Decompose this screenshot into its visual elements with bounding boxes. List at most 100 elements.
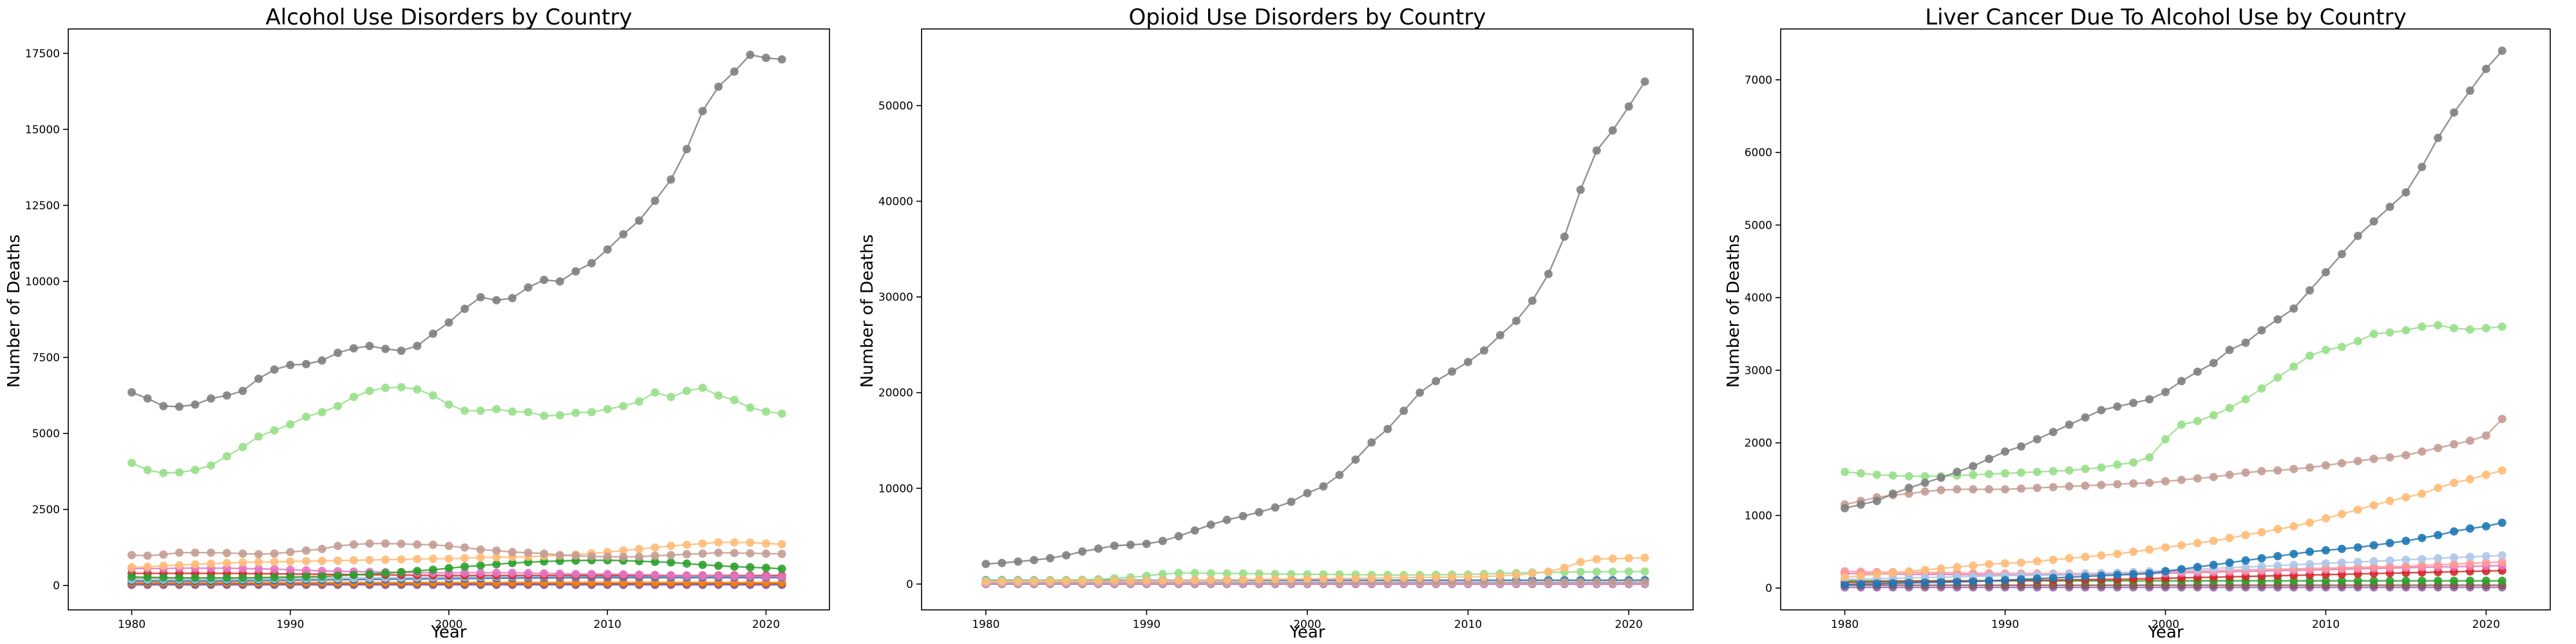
y-axis-label: Number of Deaths xyxy=(5,234,24,388)
data-point xyxy=(460,305,469,313)
data-point xyxy=(998,558,1007,567)
data-point xyxy=(635,216,643,225)
data-point xyxy=(397,555,406,564)
data-point xyxy=(2306,286,2315,295)
data-point xyxy=(2161,567,2170,576)
data-point xyxy=(1190,576,1199,585)
data-point xyxy=(460,554,469,563)
data-point xyxy=(1872,579,1881,588)
data-point xyxy=(1222,569,1231,578)
data-point xyxy=(2481,558,2490,567)
data-point xyxy=(1544,269,1553,278)
data-point xyxy=(2273,466,2282,475)
data-point xyxy=(2065,421,2074,429)
y-axis-label: Number of Deaths xyxy=(858,234,877,388)
data-point xyxy=(2209,560,2218,569)
data-point xyxy=(1367,438,1376,447)
data-point xyxy=(2401,326,2410,335)
data-point xyxy=(2401,536,2410,545)
data-point xyxy=(714,82,723,91)
data-point xyxy=(2065,482,2074,491)
data-point xyxy=(222,558,231,567)
data-point xyxy=(175,548,184,557)
data-point xyxy=(254,432,263,441)
data-point xyxy=(2418,533,2427,542)
data-point xyxy=(2273,552,2282,561)
data-point xyxy=(777,55,786,64)
x-axis-label: Year xyxy=(2147,623,2183,642)
data-point xyxy=(159,402,168,411)
data-point xyxy=(777,409,786,418)
data-point xyxy=(365,539,374,548)
data-point xyxy=(524,283,533,292)
data-point xyxy=(2353,231,2362,240)
data-point xyxy=(349,540,358,549)
data-point xyxy=(413,567,422,576)
data-point xyxy=(238,573,247,582)
data-point xyxy=(619,230,628,239)
data-point xyxy=(334,571,343,580)
data-point xyxy=(2032,574,2041,583)
data-point xyxy=(1640,567,1649,576)
data-point xyxy=(1969,462,1978,471)
data-point xyxy=(2161,388,2170,397)
data-point xyxy=(286,557,295,566)
data-point xyxy=(476,553,485,562)
data-point xyxy=(444,542,453,551)
data-point xyxy=(2369,576,2378,585)
data-point xyxy=(1969,561,1978,570)
data-point xyxy=(2418,162,2427,171)
data-point xyxy=(2385,538,2394,547)
data-point xyxy=(2049,428,2058,437)
data-point xyxy=(619,570,628,579)
data-point xyxy=(1206,520,1215,529)
data-point xyxy=(1985,485,1994,494)
series-layer xyxy=(1841,46,2506,592)
data-point xyxy=(2097,551,2106,560)
data-point xyxy=(413,554,422,564)
data-point xyxy=(2434,576,2443,585)
data-point xyxy=(317,572,327,581)
data-point xyxy=(2481,431,2490,440)
data-point xyxy=(428,391,437,400)
data-point xyxy=(1920,578,1929,587)
data-point xyxy=(2129,458,2138,467)
x-tick-label: 1980 xyxy=(972,618,999,631)
data-point xyxy=(191,573,200,582)
data-point xyxy=(1512,578,1520,587)
data-point xyxy=(2273,373,2282,382)
data-point xyxy=(492,546,501,555)
data-point xyxy=(2466,553,2474,562)
x-tick-label: 2000 xyxy=(2152,618,2179,631)
data-point xyxy=(317,545,327,553)
data-point xyxy=(2337,459,2346,468)
data-point xyxy=(444,564,453,573)
data-point xyxy=(730,395,739,404)
chart-title: Liver Cancer Due To Alcohol Use by Count… xyxy=(1925,5,2407,30)
data-point xyxy=(2209,536,2218,545)
data-point xyxy=(1624,578,1633,587)
data-point xyxy=(2322,345,2330,354)
data-point xyxy=(2434,531,2443,540)
data-point xyxy=(762,564,770,573)
data-point xyxy=(1624,554,1633,563)
data-point xyxy=(1904,567,1913,576)
data-point xyxy=(508,547,516,556)
data-point xyxy=(2097,406,2106,415)
data-point xyxy=(2129,547,2138,556)
data-point xyxy=(2289,549,2298,558)
data-point xyxy=(2450,478,2459,488)
data-point xyxy=(777,549,786,558)
data-point xyxy=(1857,571,1865,580)
data-point xyxy=(2369,541,2378,550)
y-tick-label: 40000 xyxy=(878,195,913,208)
data-point xyxy=(349,392,358,401)
data-point xyxy=(1303,574,1312,583)
data-point xyxy=(714,548,723,557)
y-tick-label: 15000 xyxy=(25,124,60,137)
data-point xyxy=(524,408,533,417)
data-point xyxy=(2337,544,2346,553)
data-point xyxy=(2450,560,2459,569)
data-point xyxy=(381,345,390,354)
data-point xyxy=(635,552,643,561)
